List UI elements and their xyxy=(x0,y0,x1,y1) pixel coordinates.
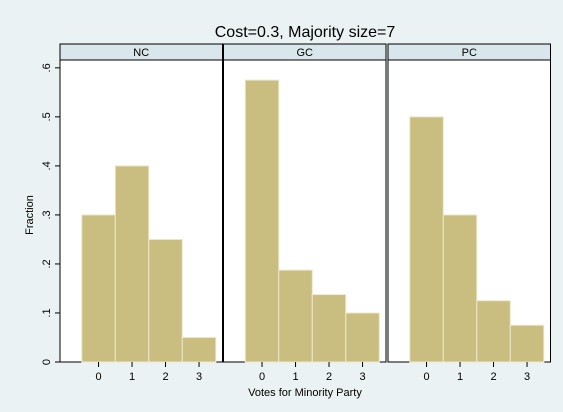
panel-header xyxy=(59,43,223,61)
bar xyxy=(148,238,183,363)
bar xyxy=(409,116,444,363)
x-tick-label: 0 xyxy=(259,371,265,383)
bar xyxy=(442,214,478,363)
bar xyxy=(509,324,545,363)
x-tick-label: 3 xyxy=(524,371,530,383)
panel-title: GC xyxy=(297,47,314,59)
bar xyxy=(81,214,116,363)
x-tick-label: 2 xyxy=(490,371,496,383)
x-tick-label: 1 xyxy=(129,371,135,383)
panel-header xyxy=(387,43,551,61)
x-tick-label: 0 xyxy=(95,371,101,383)
bar xyxy=(311,294,347,363)
x-tick-label: 3 xyxy=(359,371,365,383)
y-tick-label: .3 xyxy=(41,210,53,219)
x-axis-title: Votes for Minority Party xyxy=(248,387,362,399)
bar xyxy=(181,336,217,363)
x-tick-label: 3 xyxy=(196,371,202,383)
x-tick-label: 1 xyxy=(457,371,463,383)
x-tick-label: 0 xyxy=(423,371,429,383)
x-tick-label: 2 xyxy=(162,371,168,383)
bar xyxy=(345,312,380,363)
bar xyxy=(244,79,280,363)
y-tick-label: .2 xyxy=(41,259,53,268)
panel-title: PC xyxy=(462,47,477,59)
y-axis-title: Fraction xyxy=(24,195,36,235)
y-tick-label: 0 xyxy=(41,359,53,365)
bar xyxy=(476,300,511,363)
x-tick-label: 1 xyxy=(292,371,298,383)
chart-title: Cost=0.3, Majority size=7 xyxy=(215,24,396,41)
y-tick-label: .6 xyxy=(41,63,53,72)
x-tick-label: 2 xyxy=(326,371,332,383)
bar xyxy=(278,269,313,363)
bar xyxy=(114,165,150,363)
panel-title: NC xyxy=(133,47,149,59)
y-tick-label: .5 xyxy=(41,112,53,121)
y-tick-label: .4 xyxy=(41,161,53,170)
y-tick-label: .1 xyxy=(41,308,53,317)
panel-header xyxy=(223,43,387,61)
